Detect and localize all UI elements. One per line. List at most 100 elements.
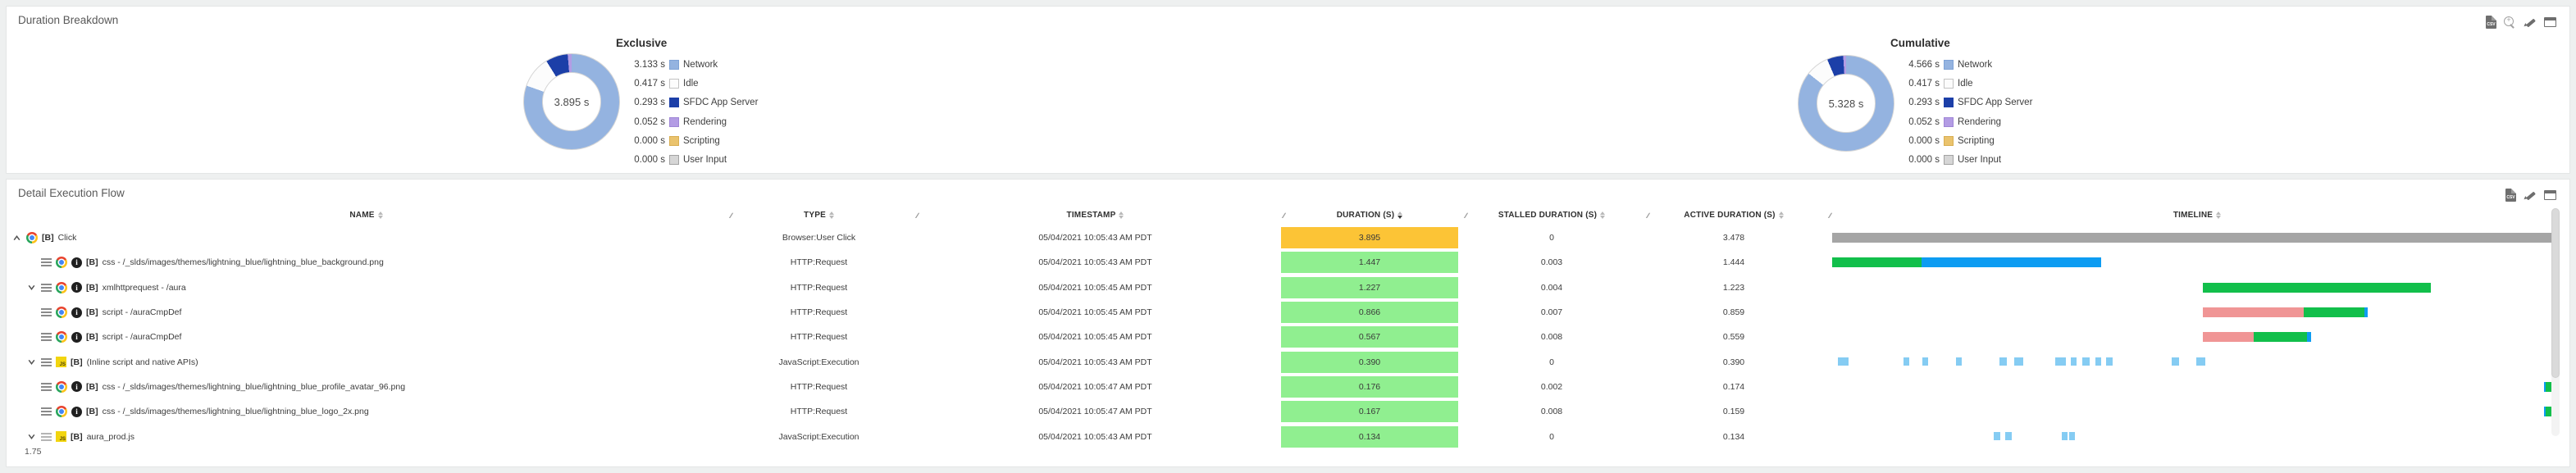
menu-hamburger-icon[interactable] <box>41 357 52 366</box>
timeline-segment[interactable] <box>1838 357 1849 366</box>
vertical-scrollbar-track[interactable] <box>2551 208 2560 436</box>
table-row[interactable]: i [B] script - /auraCmpDef HTTP:Request 05/0… <box>7 300 2569 325</box>
column-header-stalled-duration-s[interactable]: STALLED DURATION (S)∕∕ <box>1461 204 1649 225</box>
info-icon[interactable]: i <box>71 406 82 417</box>
timeline-segment[interactable] <box>1832 257 1922 268</box>
vertical-scrollbar-thumb[interactable] <box>2551 208 2560 378</box>
sort-icon[interactable] <box>828 211 834 219</box>
sort-icon[interactable] <box>1778 211 1784 219</box>
info-icon[interactable]: i <box>71 307 82 318</box>
table-row[interactable]: i [B] xmlhttprequest - /aura HTTP:Request 05… <box>7 275 2569 300</box>
timeline-segment[interactable] <box>2095 357 2101 366</box>
timeline-segment[interactable] <box>1993 432 2000 441</box>
table-row[interactable]: [B] Click Browser:User Click 05/04/2021 10:… <box>7 225 2569 250</box>
csv-export-icon[interactable] <box>2505 189 2516 202</box>
exclusive-donut[interactable]: 3.895 s <box>523 53 620 150</box>
info-icon[interactable]: i <box>71 381 82 393</box>
type-cell: JavaScript:Execution <box>778 431 859 442</box>
name-cell: [B](Inline script and native APIs) <box>7 349 726 374</box>
menu-hamburger-icon[interactable] <box>41 382 52 391</box>
menu-hamburger-icon[interactable] <box>41 308 52 317</box>
column-header-name[interactable]: NAME∕∕ <box>7 204 732 225</box>
timeline-segment[interactable] <box>1832 233 2553 243</box>
table-row[interactable]: [B](Inline script and native APIs) JavaSc… <box>7 349 2569 374</box>
timeline-segment[interactable] <box>2106 357 2113 366</box>
timeline-segment[interactable] <box>2546 407 2553 417</box>
cumulative-donut[interactable]: 5.328 s <box>1798 55 1894 152</box>
timeline-segment[interactable] <box>2070 357 2077 366</box>
timeline-segment[interactable] <box>1956 357 1963 366</box>
column-header-timeline[interactable]: TIMELINE <box>1825 204 2569 225</box>
menu-hamburger-icon[interactable] <box>41 432 52 441</box>
timeline-segment[interactable] <box>2202 332 2255 343</box>
timeline-segment[interactable] <box>2013 357 2023 366</box>
timeline-segment[interactable] <box>1904 357 1910 366</box>
timeline-segment[interactable] <box>1921 257 2101 268</box>
timeline-segment[interactable] <box>2054 357 2066 366</box>
table-row[interactable]: i [B] css - /_slds/images/themes/lightning… <box>7 399 2569 424</box>
info-icon[interactable]: i <box>71 331 82 343</box>
timeline-segment[interactable] <box>2546 381 2553 392</box>
window-icon[interactable] <box>2544 190 2556 200</box>
sort-icon[interactable] <box>377 211 383 219</box>
timeline-segment[interactable] <box>2303 307 2364 317</box>
type-cell: JavaScript:Execution <box>778 357 859 367</box>
column-header-type[interactable]: TYPE∕∕ <box>726 204 919 225</box>
table-header-row: NAME∕∕TYPE∕∕TIMESTAMP∕∕DURATION (S)∕∕STA… <box>7 204 2569 225</box>
legend-swatch <box>1944 116 1954 127</box>
sort-icon[interactable] <box>1600 211 1606 219</box>
timeline-segment[interactable] <box>2195 357 2206 366</box>
info-icon[interactable]: i <box>71 257 82 268</box>
legend-label: Network <box>1958 59 1993 70</box>
legend-row: 0.000 s Scripting <box>608 131 758 150</box>
timeline-segment[interactable] <box>2543 407 2546 417</box>
column-header-active-duration-s[interactable]: ACTIVE DURATION (S)∕∕ <box>1643 204 1831 225</box>
column-header-timestamp[interactable]: TIMESTAMP∕∕ <box>912 204 1285 225</box>
chart-title: Exclusive <box>616 37 668 49</box>
duration-cell: 0.567 <box>1279 325 1461 349</box>
row-name-text: css - /_slds/images/themes/lightning_blu… <box>102 257 384 268</box>
edit-icon[interactable] <box>2524 189 2537 201</box>
timeline-track <box>1832 275 2553 300</box>
menu-hamburger-icon[interactable] <box>41 333 52 342</box>
name-cell: i [B] script - /auraCmpDef <box>7 325 726 349</box>
table-row[interactable]: i [B] css - /_slds/images/themes/lightning… <box>7 375 2569 399</box>
sort-down-arrow <box>1600 215 1606 219</box>
table-row[interactable]: i [B] css - /_slds/images/themes/lightning… <box>7 250 2569 275</box>
table-row[interactable]: [B]aura_prod.js JavaScript:Execution 05/04… <box>7 424 2569 448</box>
timeline-segment[interactable] <box>2172 357 2179 366</box>
timeline-segment[interactable] <box>2307 332 2311 343</box>
window-icon[interactable] <box>2544 17 2556 27</box>
sort-icon[interactable] <box>2216 211 2222 219</box>
name-cell: i [B] css - /_slds/images/themes/lightning… <box>7 375 726 399</box>
collapse-chevron-icon[interactable] <box>11 233 22 243</box>
menu-hamburger-icon[interactable] <box>41 283 52 292</box>
timeline-segment[interactable] <box>2062 432 2068 441</box>
timeline-segment[interactable] <box>2202 282 2432 293</box>
expand-chevron-icon[interactable] <box>26 431 37 442</box>
timeline-segment[interactable] <box>2543 381 2546 392</box>
info-icon[interactable]: i <box>71 282 82 293</box>
timeline-segment[interactable] <box>1922 357 1928 366</box>
expand-chevron-icon[interactable] <box>26 357 37 367</box>
timeline-segment[interactable] <box>2364 307 2369 317</box>
column-header-label: ACTIVE DURATION (S) <box>1684 210 1776 220</box>
legend-label: SFDC App Server <box>683 98 759 108</box>
timeline-segment[interactable] <box>1999 357 2007 366</box>
timeline-segment[interactable] <box>2202 307 2304 317</box>
timeline-segment[interactable] <box>2254 332 2308 343</box>
csv-export-icon[interactable] <box>2486 16 2496 29</box>
browser-prefix-label: [B] <box>86 407 98 417</box>
sort-icon[interactable] <box>1397 211 1403 219</box>
sort-icon[interactable] <box>1119 211 1124 219</box>
table-row[interactable]: i [B] script - /auraCmpDef HTTP:Request 05/0… <box>7 325 2569 349</box>
timeline-segment[interactable] <box>2069 432 2076 441</box>
edit-icon[interactable] <box>2524 16 2537 28</box>
column-header-duration-s[interactable]: DURATION (S)∕∕ <box>1279 204 1467 225</box>
menu-hamburger-icon[interactable] <box>41 407 52 416</box>
timeline-segment[interactable] <box>2004 432 2012 441</box>
timeline-segment[interactable] <box>2082 357 2090 366</box>
zoom-in-icon[interactable] <box>2504 16 2516 29</box>
menu-hamburger-icon[interactable] <box>41 258 52 267</box>
expand-chevron-icon[interactable] <box>26 282 37 293</box>
